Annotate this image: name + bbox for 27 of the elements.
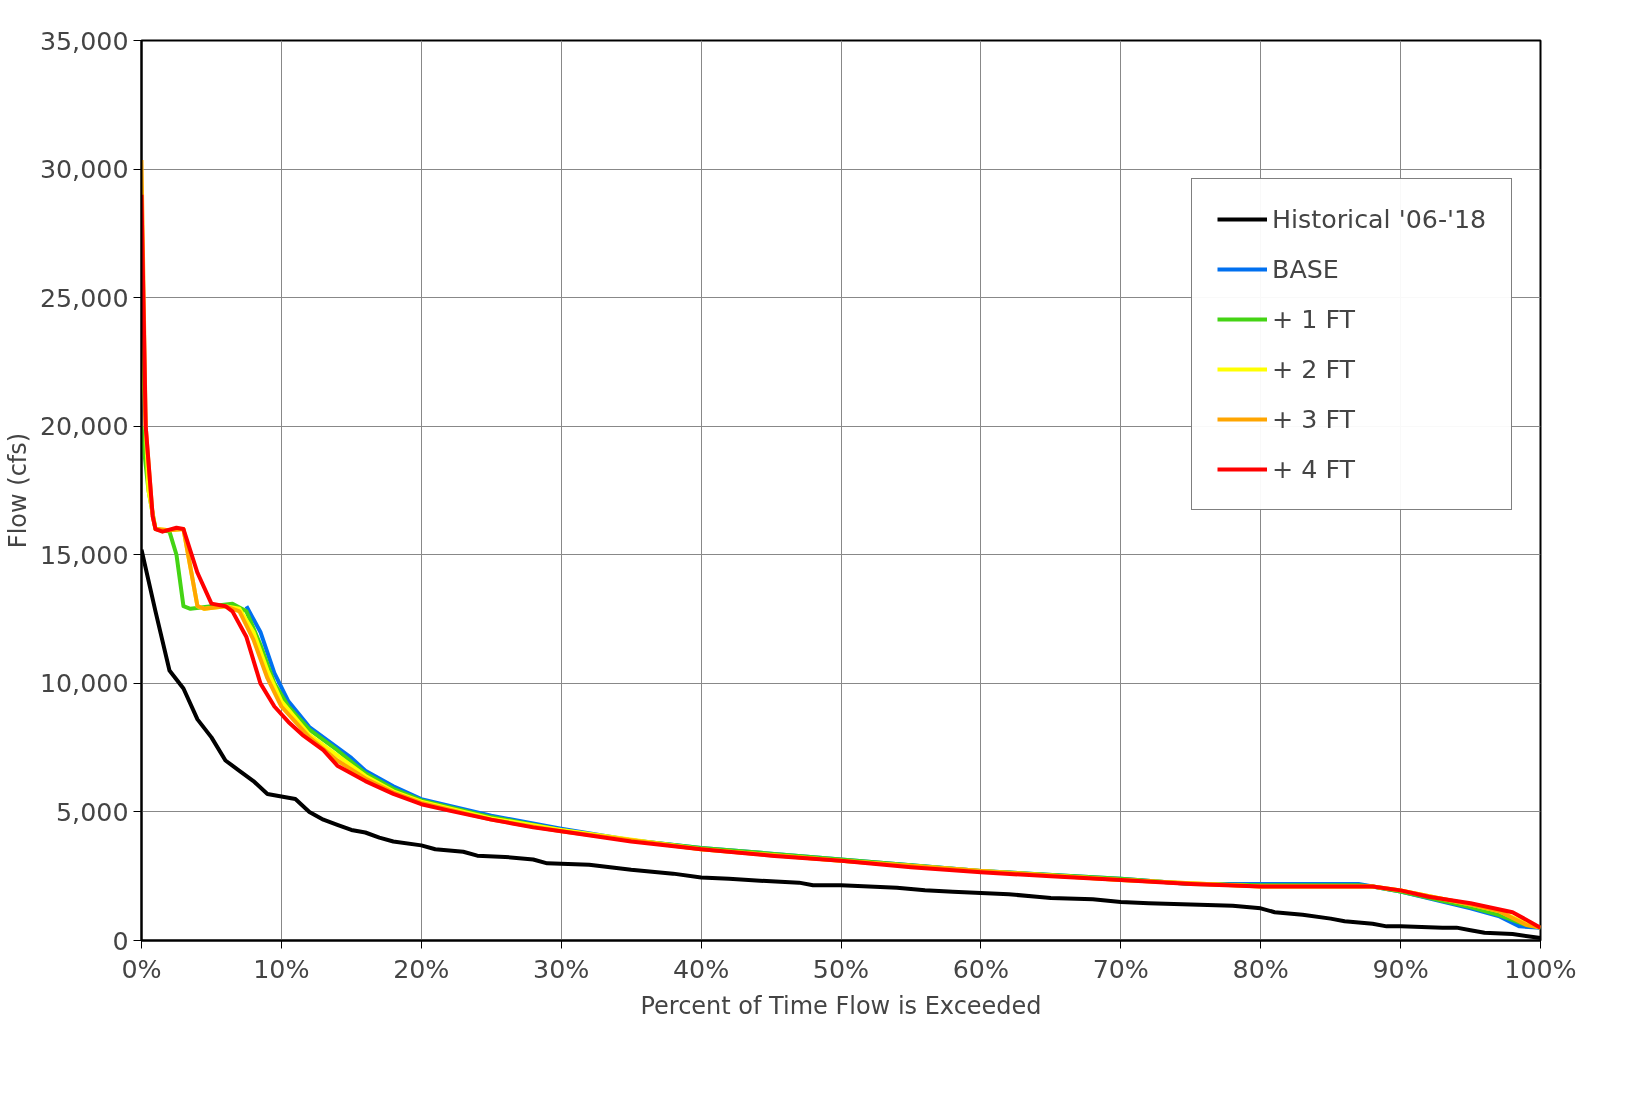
x-tick-label: 100% (1504, 953, 1577, 984)
legend-label: Historical '06-'18 (1272, 204, 1487, 234)
x-tick-label: 70% (1092, 953, 1149, 984)
x-tick-label: 50% (812, 953, 870, 984)
legend-label: + 2 FT (1272, 354, 1356, 384)
y-tick-label: 20,000 (39, 411, 129, 442)
x-tick-label: 40% (672, 953, 730, 984)
x-tick-label: 0% (121, 953, 162, 984)
x-tick-label: 10% (253, 953, 310, 984)
y-tick-label: 30,000 (39, 154, 129, 185)
legend-label: + 4 FT (1272, 454, 1356, 484)
y-axis-title: Flow (cfs) (3, 432, 32, 549)
x-axis-title: Percent of Time Flow is Exceeded (640, 991, 1042, 1020)
legend-label: BASE (1272, 254, 1339, 284)
legend-label: + 3 FT (1272, 404, 1356, 434)
y-tick-label: 5,000 (55, 796, 129, 827)
y-tick-label: 25,000 (39, 282, 129, 313)
y-tick-label: 10,000 (39, 668, 129, 699)
x-tick-label: 90% (1372, 953, 1429, 984)
x-tick-label: 20% (393, 953, 450, 984)
x-tick-label: 60% (952, 953, 1010, 984)
y-tick-label: 35,000 (39, 25, 129, 56)
y-tick-label: 0 (112, 925, 129, 956)
y-tick-label: 15,000 (39, 539, 129, 570)
x-tick-label: 80% (1232, 953, 1289, 984)
legend-label: + 1 FT (1272, 304, 1356, 334)
x-tick-label: 30% (533, 953, 590, 984)
